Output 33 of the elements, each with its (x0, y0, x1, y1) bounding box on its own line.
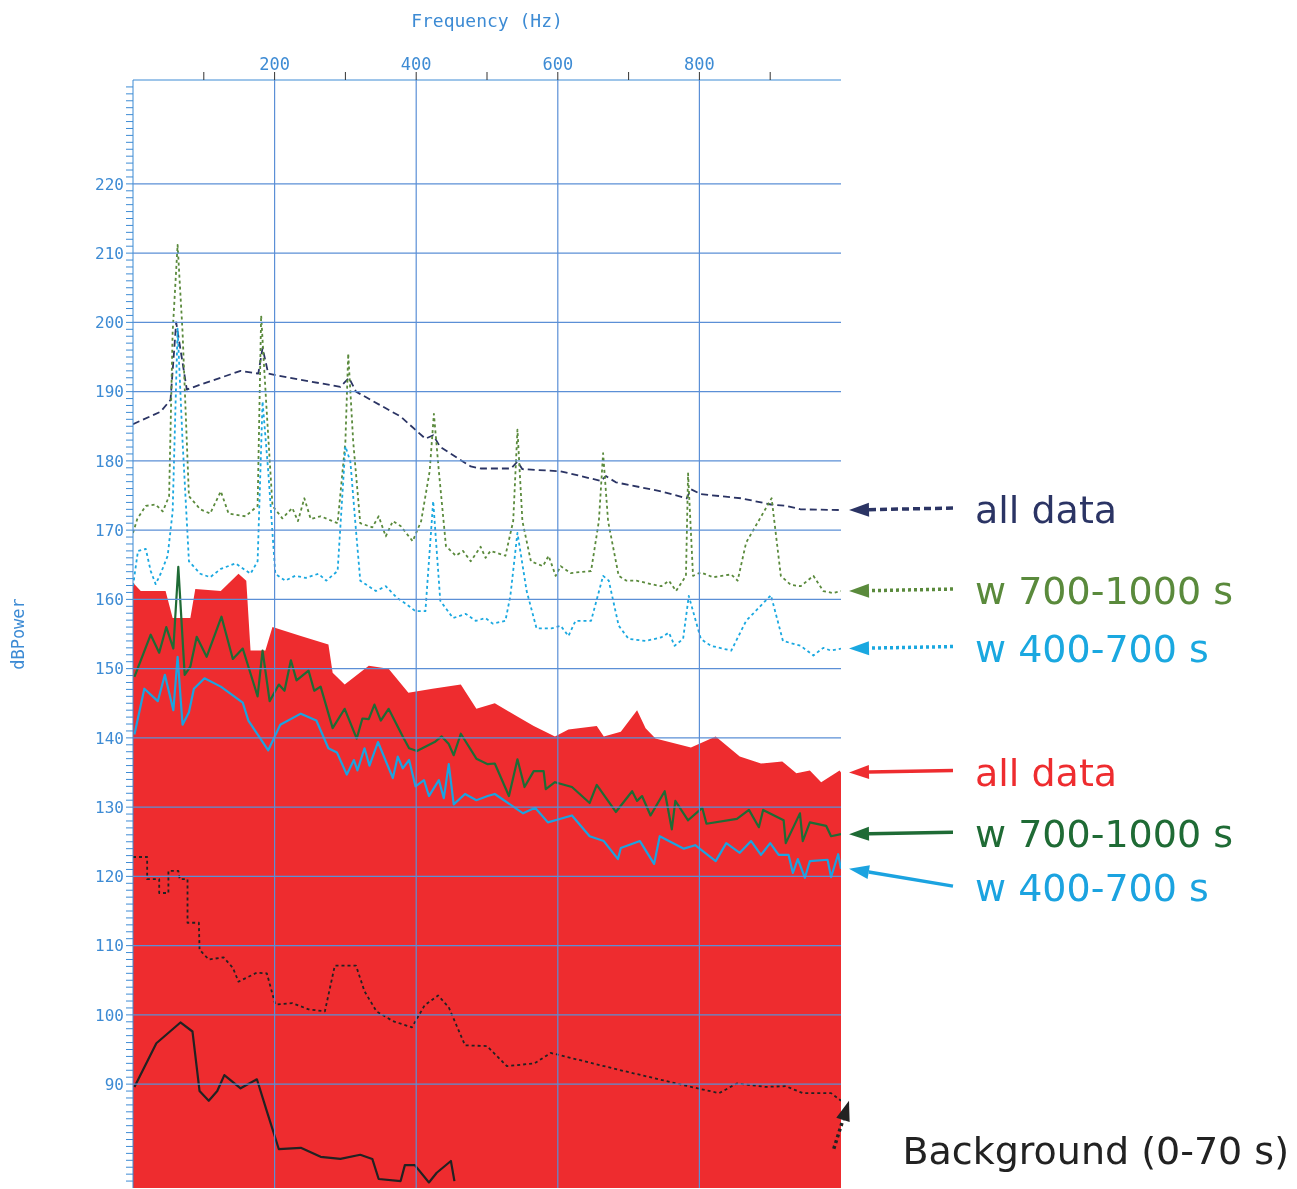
x-tick-label: 400 (400, 54, 432, 74)
x-axis-title: Frequency (Hz) (411, 9, 563, 31)
line-series (133, 1021, 456, 1184)
y-tick-label: 110 (95, 936, 124, 956)
x-tick-label: 200 (259, 54, 290, 74)
line-series (133, 565, 841, 845)
y-tick-label: 170 (95, 520, 124, 540)
legend-label: all data (975, 488, 1118, 533)
x-tick-label: 800 (684, 54, 715, 74)
legend-label: all data (975, 750, 1118, 795)
y-tick-label: 130 (95, 797, 124, 817)
legend-label: w 400-700 s (975, 626, 1209, 671)
y-tick-label: 210 (95, 243, 124, 263)
y-tick-label: 100 (95, 1005, 124, 1025)
x-tick-label: 600 (542, 54, 574, 74)
y-tick-label: 120 (95, 867, 124, 887)
y-tick-label: 190 (95, 382, 124, 402)
y-tick-label: 140 (95, 728, 124, 748)
line-series (133, 655, 841, 879)
legend-label: w 700-1000 s (975, 569, 1233, 614)
y-axis-title: dBPower (8, 598, 29, 670)
y-tick-label: 200 (95, 313, 124, 333)
y-tick-label: 150 (95, 659, 124, 679)
line-series (133, 243, 841, 595)
y-tick-label: 160 (95, 590, 124, 610)
line-series (133, 321, 841, 511)
y-tick-label: 90 (104, 1074, 124, 1094)
legend-label: w 400-700 s (975, 866, 1209, 911)
legend-label: w 700-1000 s (975, 812, 1233, 857)
legend-label: Background (0-70 s) (902, 1128, 1289, 1173)
y-tick-label: 180 (95, 451, 124, 471)
line-series (133, 327, 841, 657)
y-tick-label: 220 (95, 174, 124, 194)
